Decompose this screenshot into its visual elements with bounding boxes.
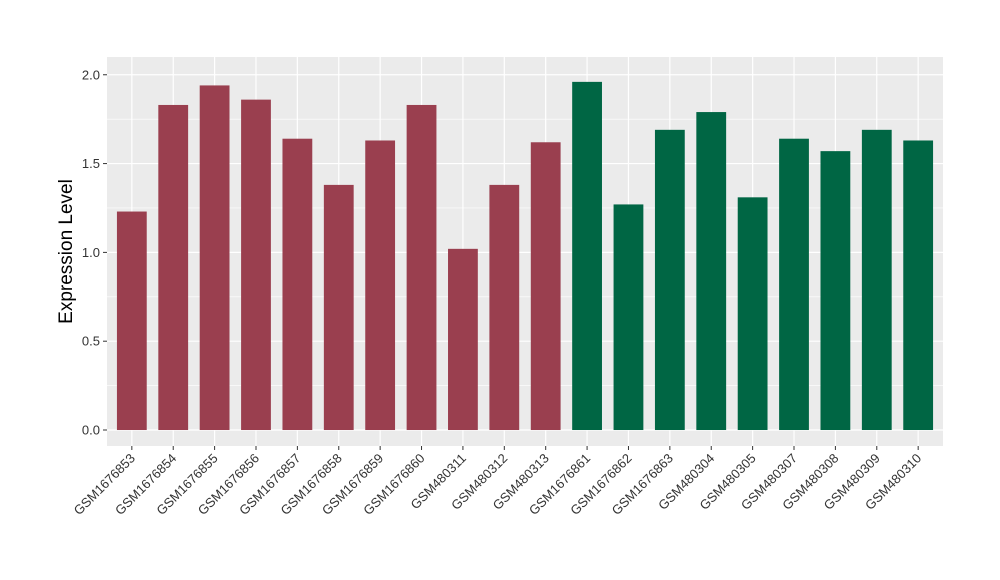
y-tick-label: 0.5: [82, 334, 100, 349]
plot-panel: [107, 57, 943, 446]
y-axis-title: Expression Level: [56, 179, 77, 324]
bar-GSM1676861: [572, 81, 602, 431]
bar-GSM1676862: [613, 204, 644, 431]
bar-GSM1676858: [323, 184, 354, 431]
y-tick-label: 1.0: [82, 245, 100, 260]
bar-GSM480305: [737, 197, 768, 431]
bar-GSM480304: [696, 112, 727, 431]
bar-GSM1676863: [654, 129, 685, 431]
bar-GSM480309: [861, 129, 892, 431]
bar-GSM1676854: [158, 104, 189, 431]
bar-GSM480312: [489, 184, 520, 431]
y-tick-label: 2.0: [82, 67, 100, 82]
bar-GSM1676853: [116, 211, 147, 431]
bar-GSM480311: [448, 248, 478, 431]
x-axis: GSM1676853GSM1676854GSM1676855GSM1676856…: [71, 446, 924, 518]
bar-GSM480308: [820, 151, 851, 431]
bar-GSM480310: [903, 140, 934, 431]
y-tick-label: 1.5: [82, 156, 100, 171]
y-tick-label: 0.0: [82, 423, 100, 438]
y-axis: 0.0 0.5 1.0 1.5 2.0: [82, 67, 107, 438]
bar-GSM1676857: [282, 138, 313, 431]
bar-GSM1676855: [199, 85, 230, 431]
bar-GSM1676859: [365, 140, 396, 431]
bar-GSM480313: [530, 142, 561, 431]
bar-GSM480307: [779, 138, 809, 431]
bar-GSM1676860: [406, 104, 437, 431]
bars: [116, 81, 934, 431]
bar-GSM1676856: [241, 99, 271, 431]
